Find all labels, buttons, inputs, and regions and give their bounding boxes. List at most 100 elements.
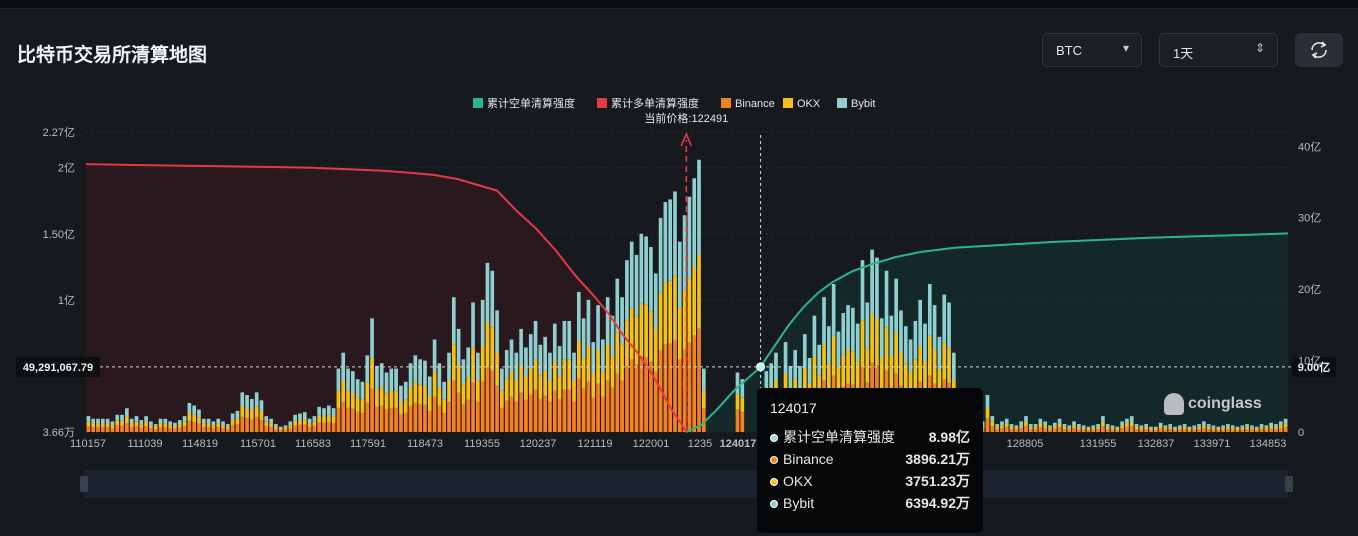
bar-bybit	[658, 217, 663, 293]
bar-bybit	[1091, 425, 1096, 428]
bar-bybit	[942, 294, 947, 343]
bar-bybit	[937, 336, 942, 371]
bar-binance	[1216, 429, 1221, 432]
bar-binance	[408, 405, 413, 432]
bar-okx	[312, 421, 317, 426]
x-tick: 133971	[1194, 438, 1231, 450]
bar-bybit	[567, 320, 572, 360]
bar-bybit	[562, 320, 567, 360]
bar-okx	[91, 423, 96, 427]
bar-binance	[456, 392, 461, 432]
bar-binance	[226, 428, 230, 432]
bar-okx	[899, 352, 903, 386]
bar-okx	[245, 407, 249, 418]
x-tick: 111039	[127, 438, 162, 450]
bar-okx	[697, 255, 701, 329]
bar-bybit	[1081, 425, 1086, 428]
bar-binance	[250, 419, 254, 432]
bar-binance	[293, 425, 297, 432]
bar-binance	[1052, 428, 1057, 432]
bar-binance	[346, 407, 350, 432]
bar-bybit	[1110, 425, 1115, 428]
bar-okx	[1000, 425, 1004, 428]
bar-bybit	[1226, 424, 1230, 427]
bar-okx	[326, 414, 331, 422]
bar-binance	[480, 381, 485, 432]
bar-bybit	[153, 424, 158, 427]
bar-okx	[418, 384, 422, 405]
bar-binance	[1221, 429, 1225, 432]
bar-bybit	[783, 342, 788, 374]
bar-okx	[1283, 423, 1288, 427]
bar-bybit	[1182, 424, 1187, 427]
bar-binance	[269, 426, 273, 432]
bar-bybit	[351, 371, 355, 393]
bar-bybit	[908, 339, 913, 372]
bar-binance	[677, 359, 682, 432]
bar-bybit	[461, 359, 466, 385]
refresh-button[interactable]	[1295, 33, 1343, 67]
bar-binance	[490, 370, 495, 432]
x-tick: 120237	[520, 438, 557, 450]
bar-bybit	[182, 416, 187, 422]
bar-binance	[644, 357, 648, 432]
bar-bybit	[625, 260, 629, 321]
bar-okx	[456, 364, 461, 393]
bar-binance	[1086, 429, 1091, 432]
bar-okx	[851, 351, 855, 385]
bar-bybit	[649, 246, 653, 312]
bar-binance	[427, 410, 432, 432]
bar-okx	[509, 371, 514, 397]
bar-okx	[879, 358, 884, 389]
bar-okx	[1173, 428, 1177, 430]
bar-binance	[302, 424, 307, 432]
bar-binance	[168, 427, 172, 432]
bar-okx	[423, 385, 427, 405]
bar-okx	[884, 327, 889, 371]
bar-bybit	[1163, 425, 1168, 428]
bar-bybit	[985, 394, 990, 408]
bar-bybit	[384, 372, 389, 394]
bar-binance	[259, 419, 264, 432]
bar-binance	[432, 396, 437, 432]
bar-okx	[1129, 421, 1134, 426]
range-select[interactable]: 1天 ⇕	[1159, 33, 1278, 67]
x-tick: 1235	[688, 438, 712, 450]
bar-bybit	[1115, 426, 1120, 429]
bar-okx	[1048, 427, 1052, 430]
bar-bybit	[355, 379, 360, 398]
bar-okx	[870, 313, 874, 363]
bar-bybit	[346, 368, 350, 391]
coin-select[interactable]: BTC ▾	[1042, 33, 1142, 67]
bar-bybit	[375, 365, 379, 390]
x-tick: 131955	[1080, 438, 1117, 450]
bar-binance	[1014, 429, 1019, 432]
bar-binance	[740, 411, 745, 432]
hover-right-label: 9.00亿	[1298, 360, 1330, 374]
bar-bybit	[1043, 421, 1048, 426]
bar-binance	[206, 426, 211, 432]
long-cumulative-line	[85, 163, 688, 433]
bar-bybit	[836, 331, 841, 367]
y-right-tick: 20亿	[1298, 283, 1321, 296]
bar-binance	[1153, 429, 1158, 432]
bar-bybit	[509, 339, 514, 372]
bar-okx	[552, 361, 557, 391]
bar-bybit	[918, 299, 923, 347]
bar-binance	[394, 407, 398, 432]
bar-okx	[187, 413, 192, 421]
bar-binance	[221, 427, 225, 432]
bar-bybit	[1221, 425, 1225, 428]
y-left-tick: 2.27亿	[43, 126, 75, 139]
bar-binance	[1264, 429, 1269, 432]
bar-bybit	[860, 260, 865, 321]
bar-binance	[495, 385, 499, 432]
bar-okx	[394, 390, 398, 408]
y-left-tick: 3.66万	[43, 427, 75, 439]
bar-bybit	[1014, 425, 1019, 428]
bar-bybit	[413, 355, 418, 383]
bar-okx	[351, 392, 355, 409]
bar-okx	[1086, 428, 1091, 430]
bar-okx	[375, 389, 379, 407]
